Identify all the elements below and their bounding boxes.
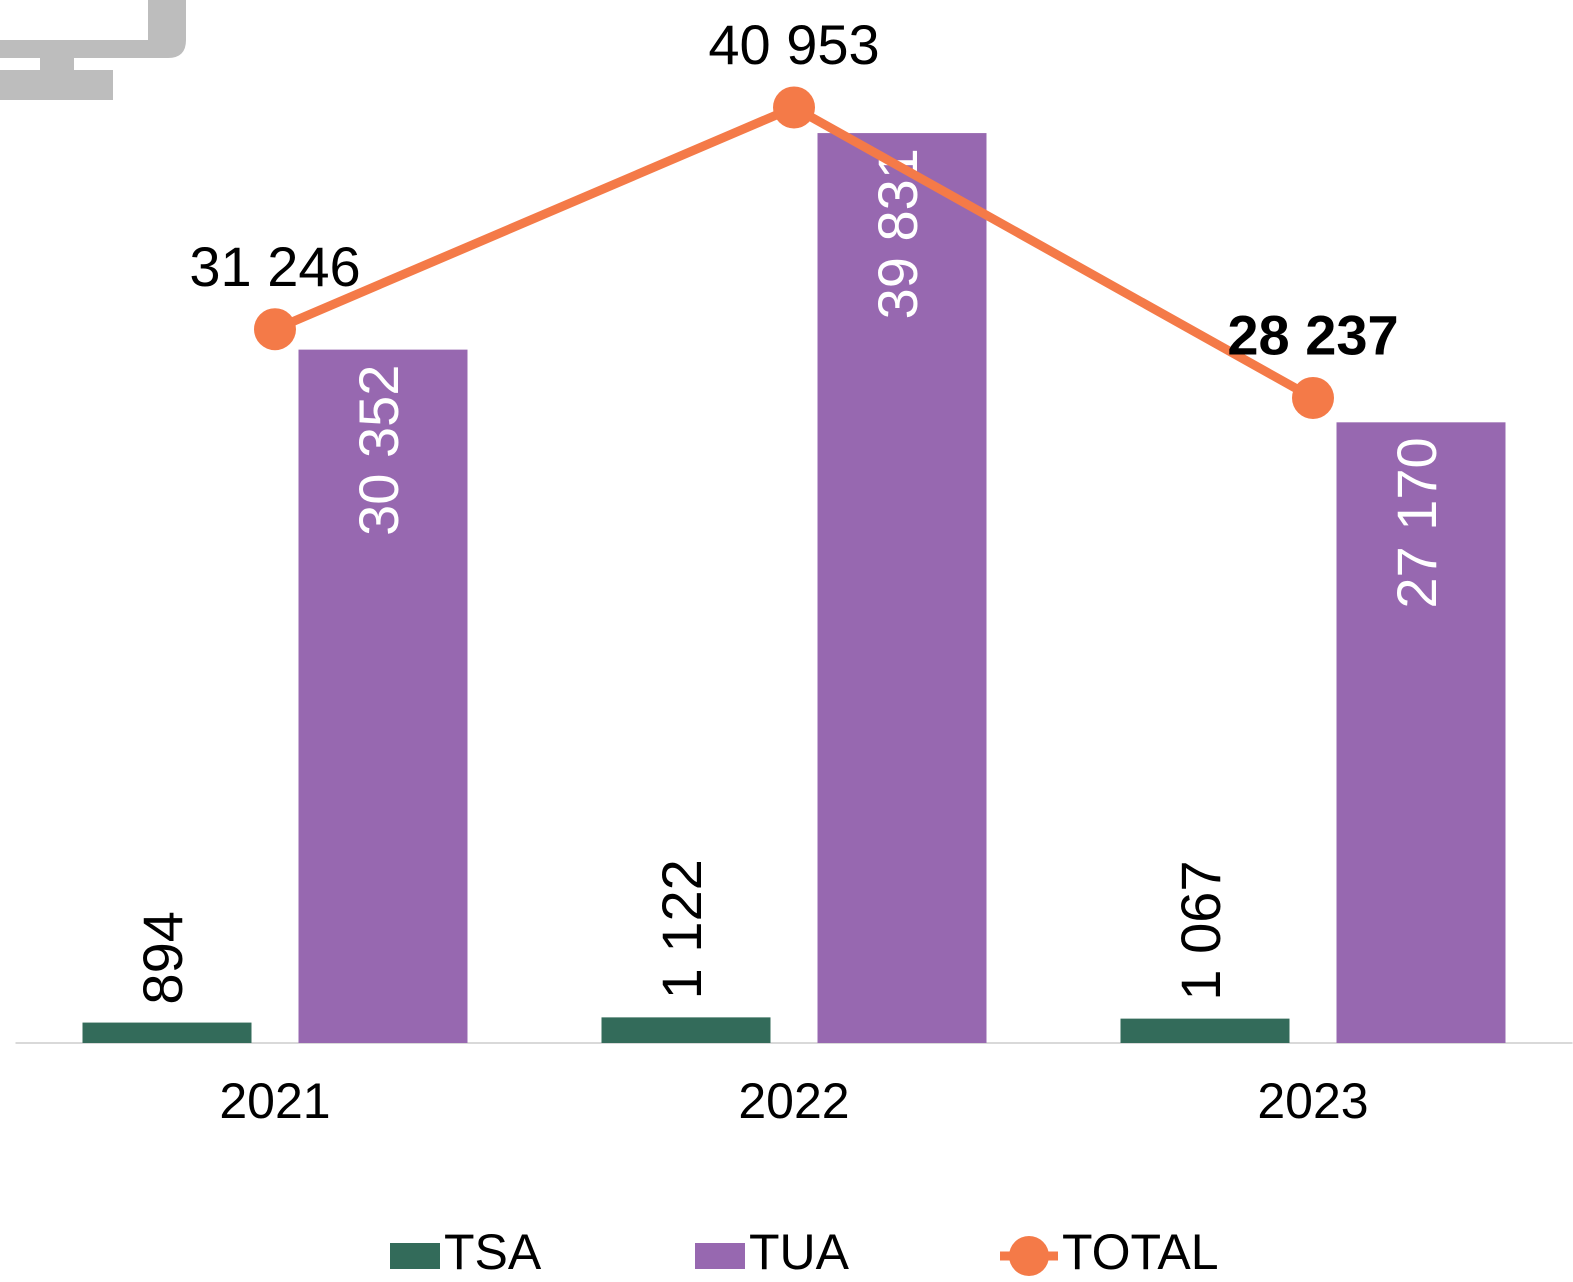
- bar: [298, 349, 468, 1043]
- point: [1292, 376, 1334, 419]
- legend-swatch: [695, 1243, 745, 1269]
- bar: [601, 1017, 771, 1043]
- bar: [1120, 1018, 1290, 1043]
- data-label: 30 352: [347, 365, 410, 536]
- legend-swatch: [1009, 1236, 1049, 1276]
- data-label: 31 246: [189, 235, 360, 298]
- bar: [1336, 422, 1506, 1044]
- legend-swatch: [390, 1243, 440, 1269]
- x-tick-label: 2023: [1257, 1073, 1368, 1129]
- x-tick-label: 2022: [738, 1073, 849, 1129]
- point: [254, 308, 296, 351]
- bar: [817, 133, 987, 1043]
- data-label: 1 122: [650, 859, 713, 999]
- data-label: 1 067: [1169, 860, 1232, 1000]
- data-label: 894: [131, 911, 194, 1004]
- bar: [82, 1022, 252, 1043]
- data-label: 28 237: [1227, 304, 1398, 367]
- legend-label: TSA: [444, 1224, 542, 1280]
- data-label: 40 953: [708, 13, 879, 76]
- monitor-icon: [0, 0, 186, 100]
- legend-label: TOTAL: [1062, 1224, 1219, 1280]
- x-tick-label: 2021: [219, 1073, 330, 1129]
- point: [773, 86, 815, 129]
- legend-label: TUA: [749, 1224, 850, 1280]
- data-label: 27 170: [1385, 437, 1448, 608]
